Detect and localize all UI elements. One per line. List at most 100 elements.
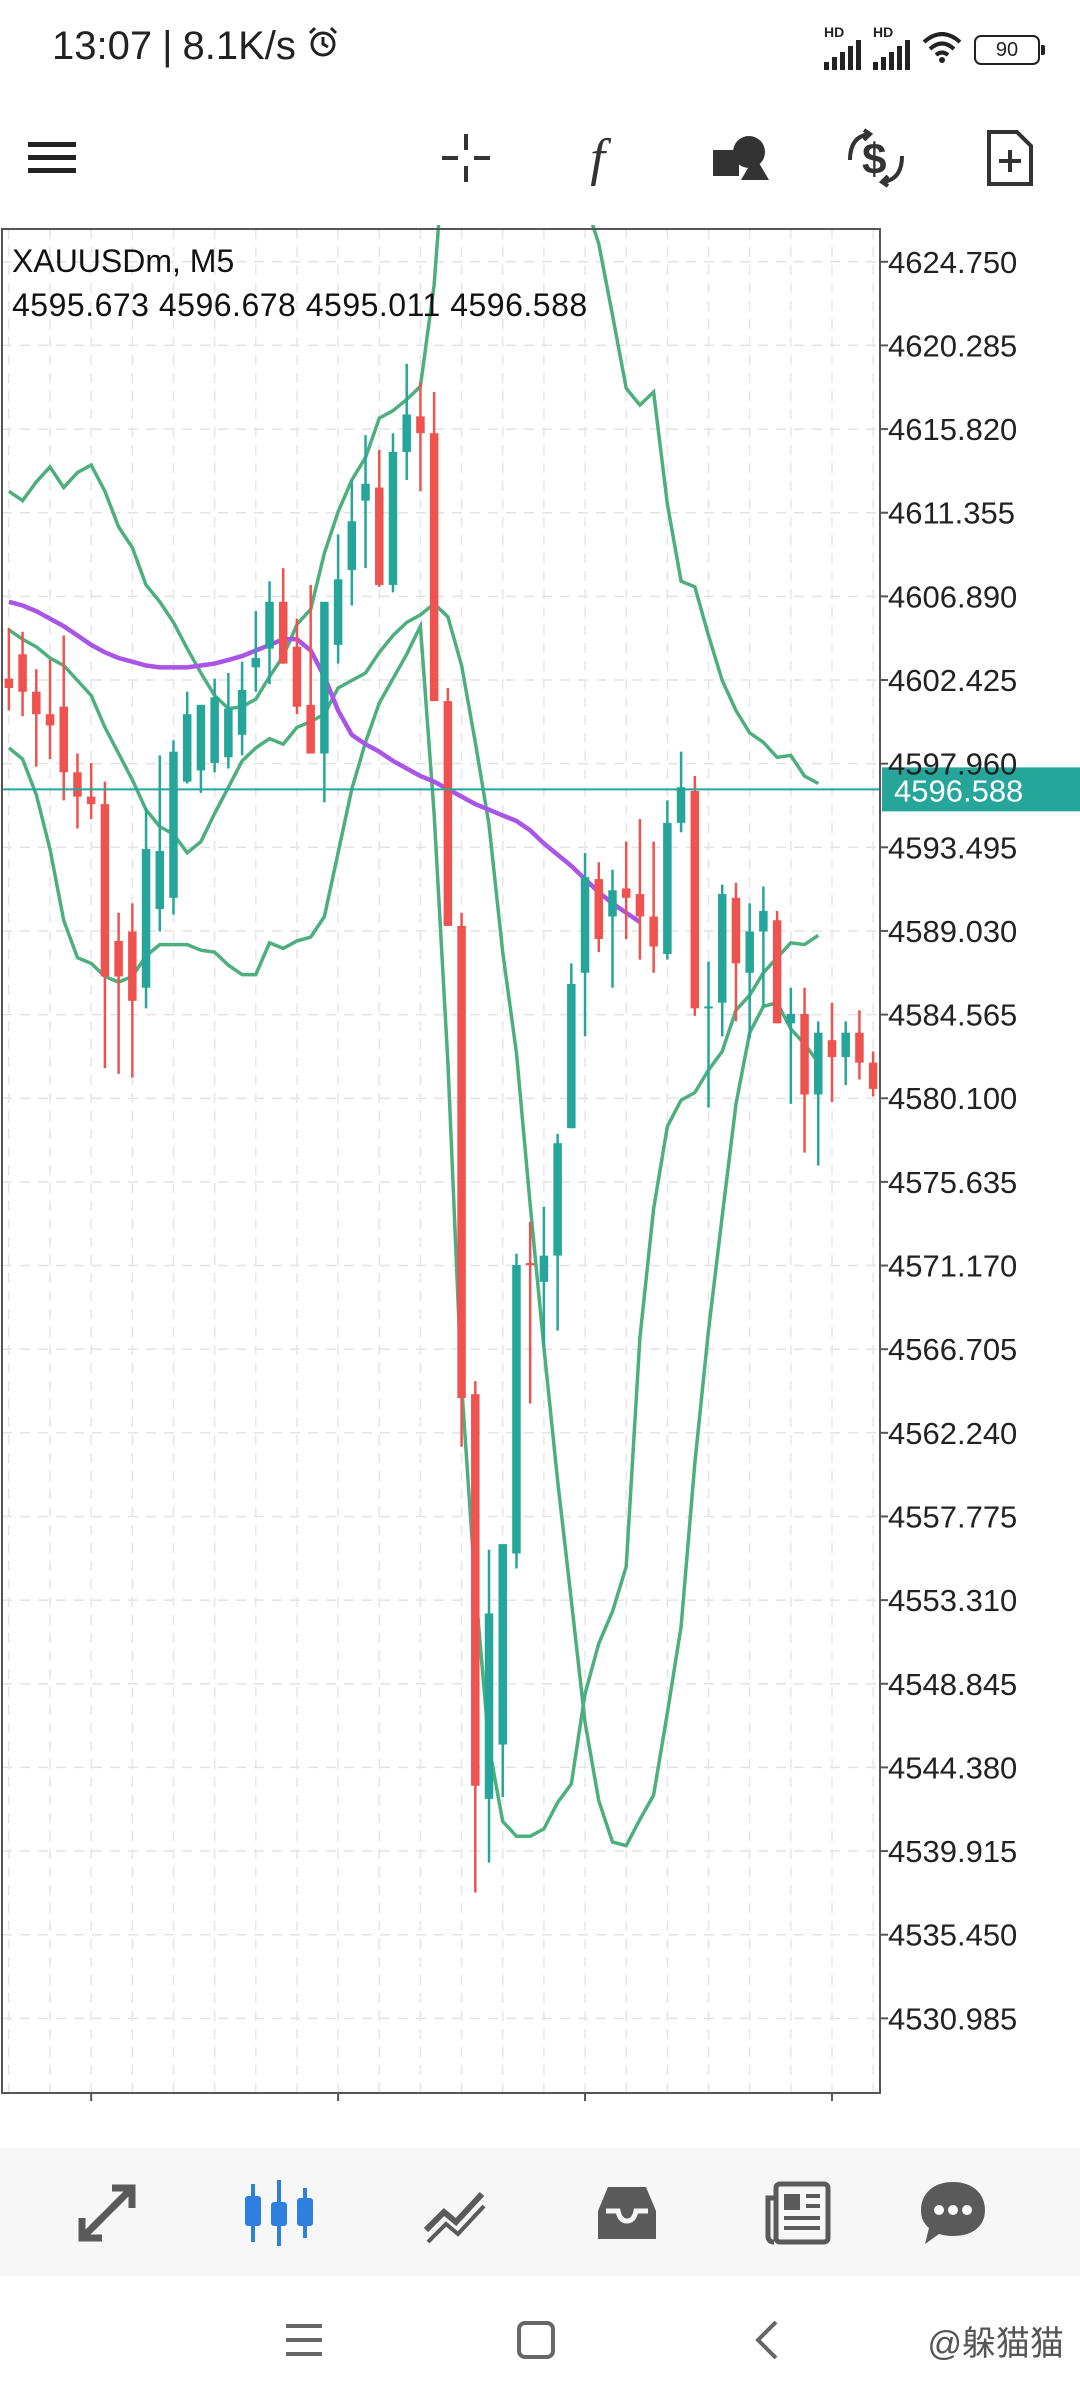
candle — [375, 450, 384, 587]
candle — [786, 987, 796, 1104]
candle-body — [388, 451, 398, 585]
candle — [635, 819, 645, 960]
candle-body — [621, 888, 631, 898]
candle-body — [553, 1143, 562, 1256]
candle-body — [114, 940, 123, 977]
y-tick-label: 4606.890 — [888, 579, 1017, 614]
y-tick-label: 4544.380 — [888, 1750, 1017, 1785]
status-divider: | — [162, 24, 173, 68]
candle-body — [45, 714, 55, 726]
candle — [388, 433, 398, 593]
current-price-label-bg — [882, 767, 1080, 812]
candle-body — [498, 1544, 507, 1745]
system-navigation: @躲猫猫 — [0, 2276, 1080, 2400]
battery-icon: 90 — [974, 35, 1045, 65]
candle — [155, 755, 165, 932]
y-tick-label: 4597.960 — [888, 747, 1017, 782]
chart-canvas[interactable]: 4596.588 4624.750 4620.285 4615.820 4611.35… — [0, 225, 1080, 2105]
svg-text:f: f — [590, 130, 612, 186]
shapes-icon[interactable] — [702, 120, 778, 196]
candle — [690, 776, 700, 1016]
candle-body — [484, 1613, 494, 1799]
back-chevron-icon[interactable] — [738, 2310, 798, 2370]
recent-apps-icon[interactable] — [274, 2310, 334, 2370]
candle-body — [155, 850, 165, 910]
function-f-icon[interactable]: f — [566, 120, 642, 196]
candle-body — [457, 925, 466, 1398]
home-square-icon[interactable] — [506, 2310, 566, 2370]
dollar-exchange-icon[interactable]: $ — [838, 120, 914, 196]
inbox-tray-icon[interactable] — [582, 2168, 672, 2258]
candle — [210, 678, 219, 773]
y-tick-label: 4553.310 — [888, 1583, 1017, 1618]
candle-body — [18, 654, 27, 692]
candle — [800, 987, 809, 1153]
status-right: HD HD 90 — [824, 24, 1045, 70]
candle — [457, 912, 466, 1447]
candle-body — [429, 433, 439, 702]
crosshair-icon[interactable] — [428, 120, 504, 196]
candle — [347, 480, 357, 606]
y-tick-label: 4580.100 — [888, 1081, 1017, 1116]
candle — [86, 762, 96, 820]
candle-body — [278, 601, 288, 664]
candle-body — [759, 910, 768, 932]
y-tick-label: 4620.285 — [888, 328, 1017, 363]
candle-body — [251, 658, 261, 668]
add-document-icon[interactable] — [972, 120, 1048, 196]
y-tick-label: 4593.495 — [888, 830, 1017, 865]
candle-body — [731, 897, 741, 964]
candlestick-chart-icon[interactable] — [234, 2168, 324, 2258]
newspaper-icon[interactable] — [754, 2168, 844, 2258]
y-tick-label: 4557.775 — [888, 1499, 1017, 1534]
signal-icon: HD — [824, 24, 861, 70]
candle — [855, 1010, 864, 1080]
y-tick-label: 4575.635 — [888, 1165, 1017, 1200]
candle-body — [4, 678, 14, 688]
candle — [182, 691, 192, 784]
candle — [649, 841, 658, 973]
candle-body — [333, 579, 343, 645]
candle — [333, 534, 343, 664]
status-speed: 8.1K/s — [182, 24, 296, 68]
candle — [141, 807, 151, 1009]
candle-body — [416, 416, 425, 434]
signal-icon: HD — [873, 24, 910, 70]
trend-chart-icon[interactable] — [410, 2168, 500, 2258]
y-tick-label: 4602.425 — [888, 663, 1017, 698]
candle-body — [704, 1006, 713, 1009]
candle — [32, 669, 41, 767]
price-chart[interactable]: 4596.588 4624.750 4620.285 4615.820 4611.35… — [0, 225, 1080, 2105]
candle — [525, 1221, 535, 1404]
status-time: 13:07 — [52, 24, 153, 68]
candle — [567, 963, 576, 1129]
y-tick-label: 4624.750 — [888, 245, 1017, 280]
candle — [553, 1133, 562, 1331]
candle-body — [814, 1032, 823, 1095]
candle — [224, 672, 233, 769]
menu-icon[interactable] — [14, 120, 90, 196]
candle — [814, 1021, 823, 1166]
candle — [759, 886, 768, 1007]
candle-body — [306, 704, 315, 754]
chart-toolbar: f $ — [0, 100, 1080, 215]
candle — [621, 841, 631, 940]
candle — [128, 903, 137, 1078]
candle-body — [717, 894, 727, 1003]
status-left: 13:07 | 8.1K/s — [52, 24, 340, 69]
candle-body — [690, 791, 700, 1009]
quotes-arrows-icon[interactable] — [62, 2168, 152, 2258]
candle — [114, 912, 123, 1074]
candle-body — [100, 804, 110, 977]
candle-body — [772, 920, 782, 1024]
candle-body — [86, 796, 96, 805]
candle — [361, 435, 370, 569]
y-tick-label: 4530.985 — [888, 2001, 1017, 2036]
candle-body — [32, 691, 41, 715]
bollinger-middle-line — [7, 601, 820, 1848]
candle — [704, 961, 713, 1108]
chart-symbol-title: XAUUSDm, M5 — [12, 243, 235, 279]
chat-bubble-icon[interactable] — [908, 2168, 998, 2258]
candle — [306, 584, 315, 754]
bottom-navigation — [0, 2148, 1080, 2276]
